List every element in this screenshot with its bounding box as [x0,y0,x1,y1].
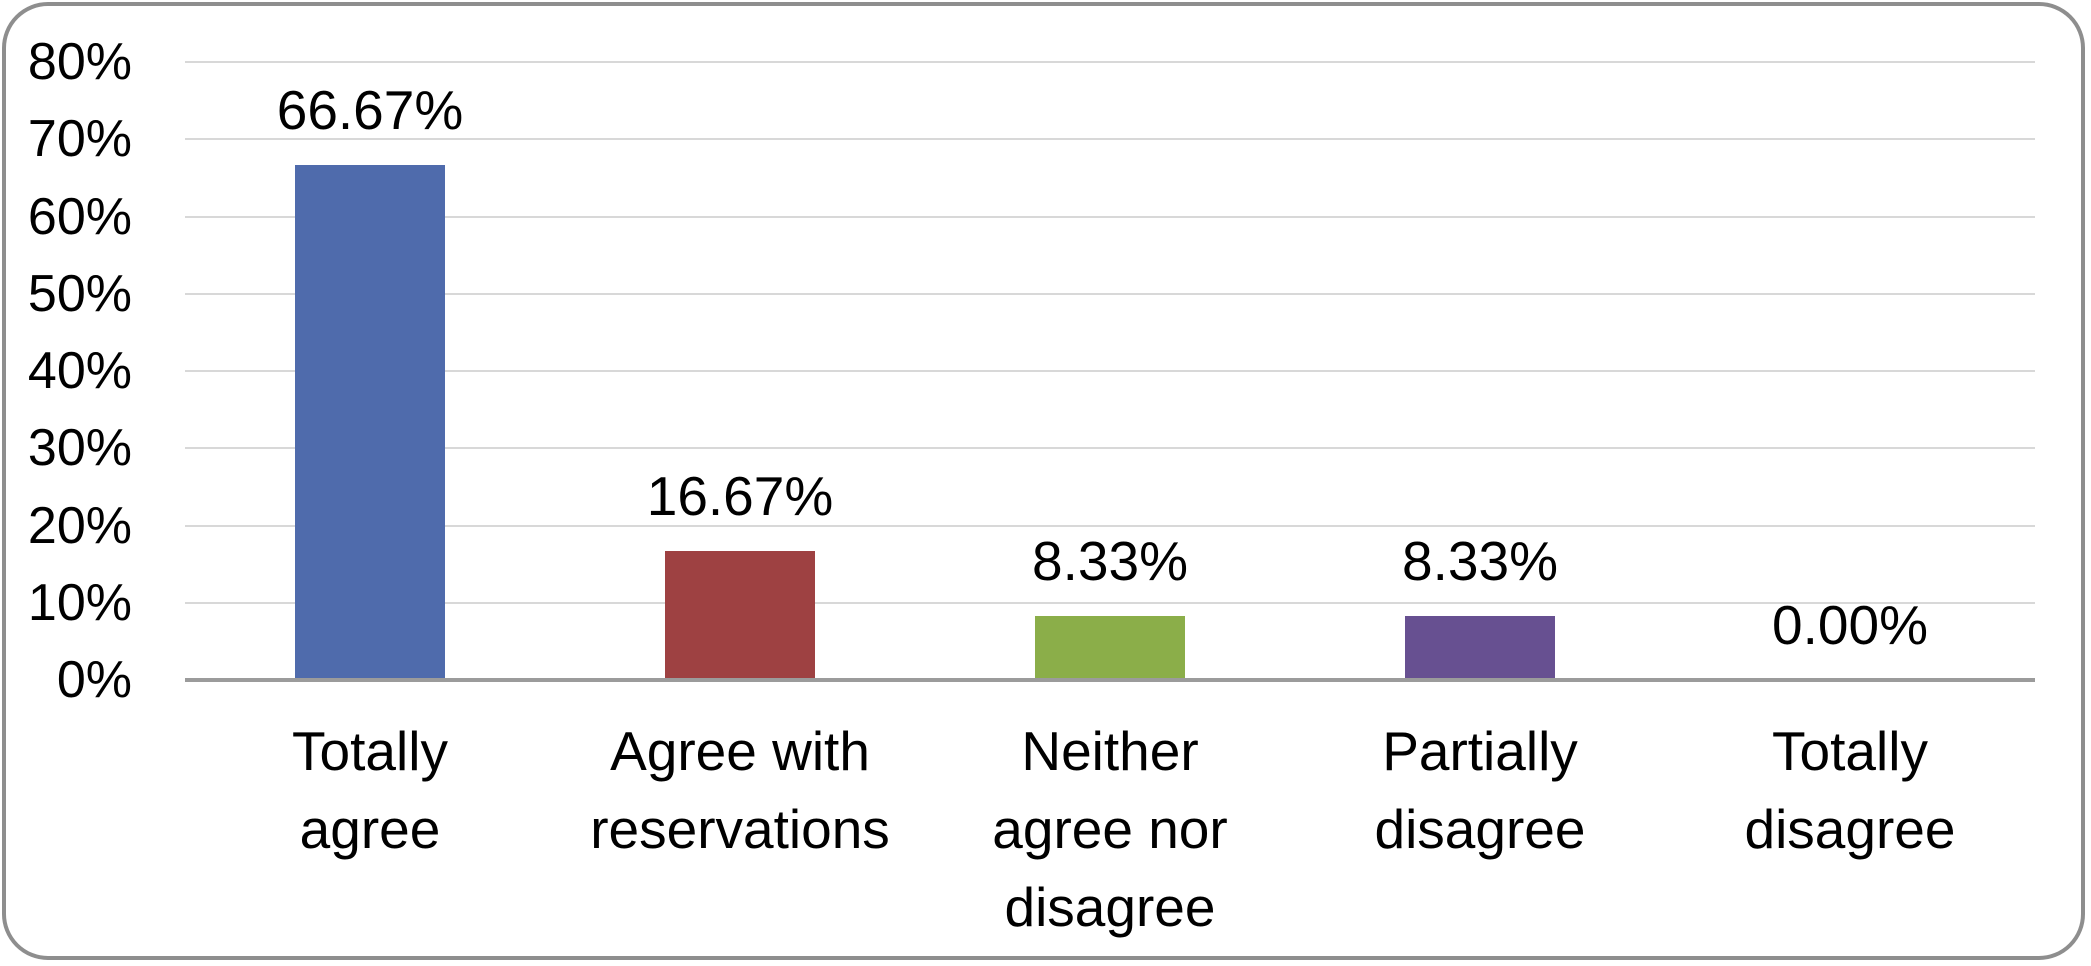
bar-value-label: 8.33% [1402,530,1558,592]
gridline [185,61,2035,63]
bar-value-label: 66.67% [276,79,464,141]
x-axis-label: Totally agree [292,720,448,860]
gridline [185,138,2035,141]
y-axis-tick-label: 80% [27,33,132,91]
y-axis-tick-label: 30% [27,419,132,478]
bar [1405,616,1555,680]
gridline [185,215,2035,218]
y-axis-tick-label: 40% [27,342,132,400]
gridline [185,524,2035,527]
y-axis-tick-label: 70% [27,110,132,169]
x-axis-label: Agree with reservations [590,720,890,860]
gridline [185,601,2035,604]
gridline [185,292,2035,295]
bar-value-label: 16.67% [646,465,834,527]
bar [295,165,445,680]
y-axis-tick-label: 10% [27,573,132,632]
y-axis-tick-label: 60% [27,187,132,246]
x-axis-line [185,678,2035,682]
y-axis-tick-label: 50% [27,264,132,323]
bar-value-label: 0.00% [1772,594,1928,656]
y-axis-tick-label: 0% [56,651,132,709]
x-axis-label: Totally disagree [1744,720,1956,860]
y-axis-tick-label: 20% [27,496,132,555]
x-axis-label: Neither agree nor disagree [992,720,1228,938]
bar [1035,616,1185,680]
gridline [185,447,2035,450]
x-axis-label: Partially disagree [1374,720,1586,860]
bar [665,551,815,680]
bar-value-label: 8.33% [1032,530,1188,592]
gridline [185,370,2035,372]
